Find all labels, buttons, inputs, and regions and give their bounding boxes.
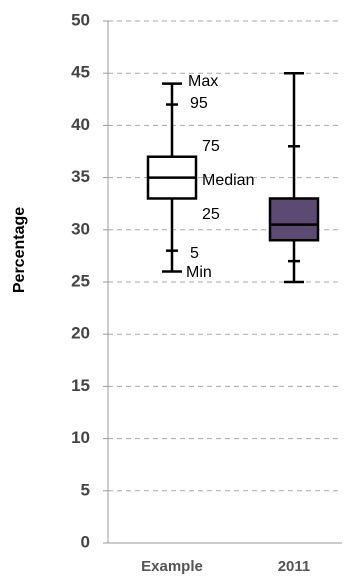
y-tick-label: 5 xyxy=(81,480,90,499)
y-axis-label: Percentage xyxy=(11,207,28,293)
annotation: 75 xyxy=(202,138,220,155)
y-tick-label: 15 xyxy=(71,376,90,395)
y-tick-label: 0 xyxy=(81,532,90,551)
x-tick-label: Example xyxy=(141,558,203,575)
annotation: 95 xyxy=(190,95,208,112)
y-tick-label: 50 xyxy=(71,10,90,29)
y-tick-label: 10 xyxy=(71,428,90,447)
x-tick-label: 2011 xyxy=(278,558,311,575)
y-tick-label: 20 xyxy=(71,324,90,343)
box xyxy=(268,197,320,242)
annotation: Max xyxy=(188,73,218,90)
y-tick-label: 35 xyxy=(71,167,90,186)
annotation: 5 xyxy=(190,245,199,262)
annotation: 25 xyxy=(202,206,220,223)
annotation: Min xyxy=(186,264,212,281)
y-tick-label: 45 xyxy=(71,63,90,82)
y-tick-label: 40 xyxy=(71,115,90,134)
y-tick-label: 25 xyxy=(71,271,90,290)
annotation: Median xyxy=(202,172,254,189)
y-tick-label: 30 xyxy=(71,219,90,238)
